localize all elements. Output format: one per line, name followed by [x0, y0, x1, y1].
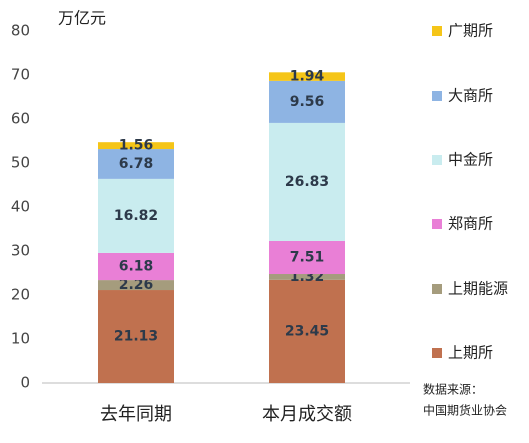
bar-segment	[98, 252, 174, 281]
bar-segment	[269, 80, 345, 123]
legend-label: 中金所	[448, 151, 493, 169]
value-label: 1.56	[119, 138, 154, 154]
legend-label: 郑商所	[448, 215, 493, 233]
bar-segment	[98, 280, 174, 291]
y-tick-label: 20	[11, 286, 30, 304]
value-label: 6.18	[119, 258, 154, 274]
bar-segment	[269, 72, 345, 81]
value-label: 23.45	[285, 323, 329, 339]
y-tick-label: 0	[20, 374, 30, 392]
value-label: 1.94	[290, 69, 325, 85]
bar-segment	[98, 142, 174, 150]
bar-segment	[98, 290, 174, 383]
legend-swatch	[432, 348, 442, 358]
y-tick-label: 80	[11, 22, 30, 40]
bar-segment	[269, 279, 345, 383]
legend-label: 广期所	[448, 22, 493, 40]
bar-segment	[98, 149, 174, 179]
legend-swatch	[432, 284, 442, 294]
value-label: 9.56	[290, 94, 325, 110]
x-tick-label: 去年同期	[100, 404, 172, 425]
value-label: 6.78	[119, 156, 154, 172]
legend-swatch	[432, 26, 442, 36]
x-tick-label: 本月成交额	[262, 404, 352, 425]
y-tick-label: 50	[11, 154, 30, 172]
bar-segment	[98, 178, 174, 253]
y-tick-label: 30	[11, 242, 30, 260]
legend-label: 大商所	[448, 87, 493, 105]
legend-label: 上期能源	[448, 280, 508, 298]
y-axis-unit: 万亿元	[58, 9, 106, 28]
bar-segment	[269, 274, 345, 280]
legend-swatch	[432, 219, 442, 229]
legend-swatch	[432, 155, 442, 165]
value-label: 2.26	[119, 277, 154, 293]
value-label: 21.13	[114, 329, 158, 345]
y-tick-label: 60	[11, 110, 30, 128]
bar-segment	[269, 122, 345, 241]
value-label: 16.82	[114, 208, 158, 224]
legend-swatch	[432, 91, 442, 101]
source-line: 数据来源：	[423, 382, 483, 397]
y-tick-label: 70	[11, 66, 30, 84]
legend-label: 上期所	[448, 344, 493, 362]
source-line: 中国期货业协会	[423, 403, 507, 418]
bar-segment	[269, 240, 345, 275]
value-label: 7.51	[290, 249, 325, 265]
y-tick-label: 10	[11, 330, 30, 348]
value-label: 26.83	[285, 174, 329, 190]
y-tick-label: 40	[11, 198, 30, 216]
